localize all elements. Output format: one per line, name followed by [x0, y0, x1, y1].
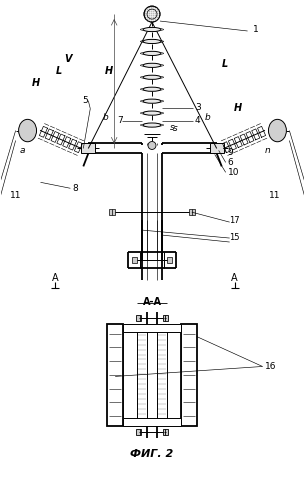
Text: H: H [105, 66, 113, 76]
Text: H: H [31, 78, 40, 88]
Text: 9: 9 [228, 148, 233, 157]
Text: 6: 6 [228, 158, 233, 167]
Circle shape [148, 142, 156, 150]
Bar [167, 257, 172, 263]
Text: s: s [173, 124, 177, 133]
Bar [123, 418, 181, 426]
Bar [181, 324, 197, 426]
Text: 3: 3 [195, 103, 201, 112]
Text: b: b [205, 113, 211, 122]
Bar [81, 144, 95, 154]
Text: 4: 4 [195, 116, 200, 125]
Ellipse shape [143, 99, 161, 103]
Bar [189, 209, 195, 215]
Bar [123, 324, 181, 332]
Text: 11: 11 [10, 191, 21, 200]
Ellipse shape [268, 120, 286, 142]
Text: 7: 7 [117, 116, 123, 125]
Bar [163, 429, 168, 435]
Ellipse shape [143, 87, 161, 92]
Text: 17: 17 [229, 216, 240, 224]
Ellipse shape [143, 123, 161, 127]
Text: L: L [221, 59, 228, 69]
Text: L: L [55, 66, 62, 76]
Text: n: n [265, 146, 270, 155]
Text: 10: 10 [228, 168, 239, 177]
Ellipse shape [143, 52, 161, 56]
Text: А: А [231, 273, 238, 283]
Bar [132, 257, 137, 263]
Circle shape [144, 6, 160, 22]
Ellipse shape [143, 111, 161, 115]
Text: V: V [65, 54, 72, 64]
Ellipse shape [19, 120, 37, 142]
Ellipse shape [143, 28, 161, 32]
Text: 15: 15 [229, 232, 240, 241]
Text: А: А [52, 273, 59, 283]
Ellipse shape [143, 40, 161, 44]
Bar [109, 209, 115, 215]
Text: 5: 5 [83, 96, 88, 105]
Text: H: H [234, 102, 242, 113]
Text: 1: 1 [253, 24, 258, 34]
Text: s: s [170, 123, 174, 132]
Ellipse shape [143, 75, 161, 80]
Text: 11: 11 [269, 191, 280, 200]
Bar [136, 429, 141, 435]
Bar [136, 314, 141, 320]
Text: b: b [102, 113, 108, 122]
Text: a: a [20, 146, 25, 155]
Text: 16: 16 [264, 362, 276, 371]
Bar [107, 324, 123, 426]
Text: А-А: А-А [142, 297, 162, 307]
Bar [210, 144, 224, 154]
Bar [163, 314, 168, 320]
Text: 8: 8 [72, 184, 78, 193]
Ellipse shape [143, 64, 161, 68]
Text: ФИГ. 2: ФИГ. 2 [130, 449, 174, 459]
